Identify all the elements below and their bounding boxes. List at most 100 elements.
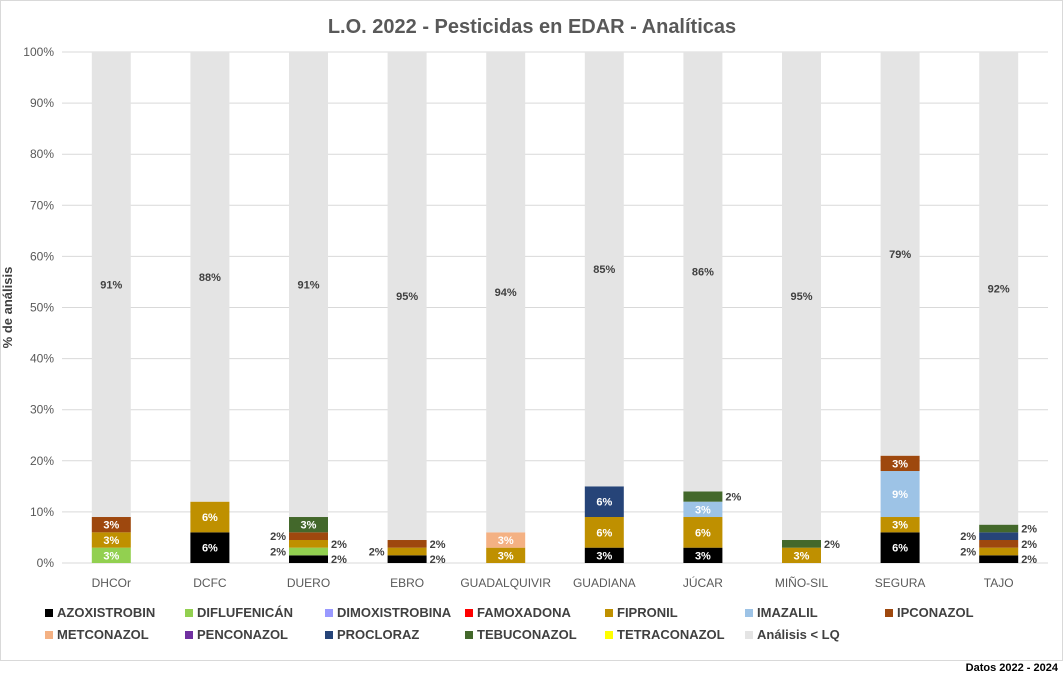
- data-label: 2%: [331, 554, 347, 566]
- data-label: 86%: [692, 267, 714, 279]
- data-label: 6%: [202, 512, 218, 524]
- bar-segment-an-lisis-lq: [387, 52, 427, 541]
- legend-swatch: [185, 609, 193, 617]
- data-label: 2%: [430, 554, 446, 566]
- x-tick-label: JÚCAR: [683, 575, 723, 590]
- footer-note: Datos 2022 - 2024: [965, 662, 1058, 674]
- bar-segment-azoxistrobin: [584, 547, 624, 563]
- data-label: 6%: [202, 543, 218, 555]
- data-label: 2%: [270, 547, 286, 559]
- bar-segment-azoxistrobin: [289, 555, 328, 563]
- data-label: 3%: [892, 458, 908, 470]
- legend-entry: TEBUCONAZOL: [477, 627, 577, 642]
- data-label: 79%: [889, 249, 911, 261]
- legend-entry: IPCONAZOL: [897, 605, 974, 620]
- data-label: 2%: [1021, 539, 1037, 551]
- legend-entry: FAMOXADONA: [477, 605, 572, 620]
- data-label: 3%: [103, 550, 119, 562]
- bar-segment-tebuconazol: [289, 517, 328, 533]
- bar-segment-an-lisis-lq: [289, 52, 328, 518]
- bar-segment-tebuconazol: [979, 524, 1019, 533]
- legend-swatch: [185, 631, 193, 639]
- y-tick-label: 80%: [30, 147, 54, 161]
- x-tick-label: DCFC: [193, 576, 227, 590]
- bar-segment-fipronil: [584, 517, 624, 548]
- data-label: 2%: [1021, 554, 1037, 566]
- data-label: 94%: [495, 287, 517, 299]
- data-label: 9%: [892, 489, 908, 501]
- legend-entry: PENCONAZOL: [197, 627, 288, 642]
- data-label: 92%: [988, 283, 1010, 295]
- bar-segment-an-lisis-lq: [880, 52, 920, 456]
- legend-entry: AZOXISTROBIN: [57, 605, 155, 620]
- legend-swatch: [45, 609, 53, 617]
- legend-swatch: [885, 609, 893, 617]
- data-label: 88%: [199, 272, 221, 284]
- data-label: 3%: [695, 550, 711, 562]
- bar-segment-ipconazol: [880, 455, 920, 472]
- legend-entry: DIFLUFENICÁN: [197, 605, 293, 620]
- legend-swatch: [605, 609, 613, 617]
- bar-segment-diflufenic-n: [91, 547, 131, 563]
- bar-segment-azoxistrobin: [190, 532, 230, 563]
- bar-segment-an-lisis-lq: [979, 52, 1019, 525]
- legend-swatch: [745, 631, 753, 639]
- bar-segment-azoxistrobin: [387, 555, 427, 563]
- data-label: 2%: [1021, 524, 1037, 536]
- legend-swatch: [325, 631, 333, 639]
- bar-segment-ipconazol: [289, 532, 328, 541]
- data-label: 3%: [498, 535, 514, 547]
- legend-entry: FIPRONIL: [617, 605, 678, 620]
- y-tick-label: 20%: [30, 454, 54, 468]
- bar-segment-fipronil: [683, 517, 723, 548]
- bar-segment-fipronil: [190, 501, 230, 533]
- data-label: 2%: [725, 492, 741, 504]
- x-tick-label: DUERO: [287, 576, 330, 590]
- bar-segment-an-lisis-lq: [486, 52, 526, 533]
- y-tick-label: 40%: [30, 352, 54, 366]
- y-tick-label: 10%: [30, 505, 54, 519]
- chart-title: L.O. 2022 - Pesticidas en EDAR - Analíti…: [328, 16, 736, 38]
- bar-segment-an-lisis-lq: [584, 52, 624, 487]
- legend-entry: PROCLORAZ: [337, 627, 419, 642]
- bar-segment-fipronil: [880, 517, 920, 533]
- data-label: 3%: [596, 550, 612, 562]
- y-tick-label: 60%: [30, 249, 54, 263]
- bar-segment-fipronil: [486, 547, 526, 563]
- x-tick-label: TAJO: [984, 576, 1014, 590]
- y-tick-label: 0%: [37, 556, 55, 570]
- bar-segment-an-lisis-lq: [190, 52, 230, 502]
- data-label: 3%: [695, 504, 711, 516]
- bar-segment-imazalil: [880, 471, 920, 518]
- x-tick-label: GUADIANA: [573, 576, 636, 590]
- data-label: 3%: [892, 520, 908, 532]
- data-label: 85%: [593, 264, 615, 276]
- x-tick-label: DHCOr: [92, 576, 131, 590]
- bar-segment-an-lisis-lq: [91, 52, 131, 518]
- legend-swatch: [45, 631, 53, 639]
- bar-segment-metconazol: [486, 532, 526, 548]
- data-label: 3%: [301, 520, 317, 532]
- data-label: 6%: [596, 497, 612, 509]
- bar-segment-fipronil: [289, 540, 328, 548]
- legend-swatch: [465, 609, 473, 617]
- bar-segment-ipconazol: [91, 517, 131, 533]
- x-tick-label: SEGURA: [875, 576, 926, 590]
- data-label: 6%: [892, 543, 908, 555]
- data-label: 2%: [824, 539, 840, 551]
- x-tick-label: MIÑO-SIL: [775, 576, 829, 590]
- x-tick-label: EBRO: [390, 576, 424, 590]
- bar-segment-ipconazol: [979, 540, 1019, 548]
- bar-segment-fipronil: [387, 547, 427, 556]
- legend-entry: METCONAZOL: [57, 627, 149, 642]
- legend-entry: IMAZALIL: [757, 605, 818, 620]
- y-tick-label: 50%: [30, 301, 54, 315]
- bar-segment-azoxistrobin: [979, 555, 1019, 563]
- legend-swatch: [325, 609, 333, 617]
- bar-segment-diflufenic-n: [289, 547, 328, 556]
- bar-segment-an-lisis-lq: [782, 52, 821, 541]
- bar-segment-azoxistrobin: [880, 532, 920, 563]
- data-label: 6%: [695, 527, 711, 539]
- bar-segment-ipconazol: [387, 540, 427, 548]
